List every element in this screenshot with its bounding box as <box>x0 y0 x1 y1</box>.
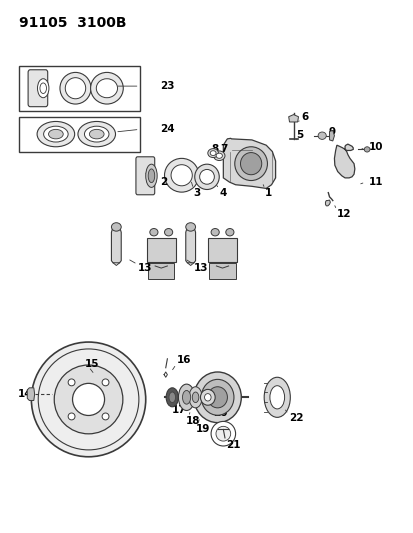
Text: 24: 24 <box>160 124 174 134</box>
Ellipse shape <box>164 229 172 236</box>
Ellipse shape <box>43 126 68 142</box>
FancyBboxPatch shape <box>28 70 47 107</box>
Ellipse shape <box>207 149 218 158</box>
Text: 9: 9 <box>328 127 335 137</box>
Text: 23: 23 <box>160 81 174 91</box>
Ellipse shape <box>189 387 202 408</box>
Text: 16: 16 <box>176 356 190 366</box>
FancyBboxPatch shape <box>135 157 154 195</box>
Ellipse shape <box>169 392 175 402</box>
Text: 1: 1 <box>264 188 272 198</box>
Text: 4: 4 <box>219 188 226 198</box>
Ellipse shape <box>263 377 290 417</box>
Ellipse shape <box>216 153 222 158</box>
Ellipse shape <box>40 83 46 93</box>
Text: 10: 10 <box>368 142 382 152</box>
Ellipse shape <box>90 72 123 104</box>
Bar <box>207 238 237 262</box>
Text: 20: 20 <box>213 408 227 418</box>
Ellipse shape <box>240 152 261 175</box>
Text: 91105  3100B: 91105 3100B <box>19 16 126 30</box>
Text: 15: 15 <box>84 359 99 369</box>
Ellipse shape <box>200 390 215 405</box>
Ellipse shape <box>210 151 216 156</box>
Text: 17: 17 <box>172 405 186 415</box>
Text: 7: 7 <box>220 144 227 155</box>
Text: 3: 3 <box>193 188 200 198</box>
Polygon shape <box>334 144 354 178</box>
Ellipse shape <box>68 413 75 420</box>
Text: 14: 14 <box>18 389 33 399</box>
Ellipse shape <box>269 386 284 409</box>
Bar <box>19 117 139 151</box>
Ellipse shape <box>211 229 219 236</box>
Ellipse shape <box>363 147 369 152</box>
Bar <box>19 66 139 111</box>
Text: 6: 6 <box>300 112 307 122</box>
Ellipse shape <box>89 130 104 139</box>
Bar <box>146 238 176 262</box>
Ellipse shape <box>225 229 233 236</box>
Text: 13: 13 <box>193 263 208 273</box>
Ellipse shape <box>201 379 233 415</box>
Ellipse shape <box>145 164 157 188</box>
Ellipse shape <box>204 393 211 401</box>
Text: 22: 22 <box>288 414 302 423</box>
Ellipse shape <box>68 379 75 386</box>
Text: 21: 21 <box>226 440 240 450</box>
Ellipse shape <box>194 164 219 190</box>
Ellipse shape <box>38 79 49 98</box>
Ellipse shape <box>234 147 267 181</box>
Text: 5: 5 <box>295 130 303 140</box>
Text: 18: 18 <box>185 416 200 425</box>
Text: 12: 12 <box>336 209 351 219</box>
Ellipse shape <box>193 372 241 423</box>
Ellipse shape <box>199 169 214 184</box>
Polygon shape <box>27 388 35 400</box>
Ellipse shape <box>207 387 227 408</box>
Ellipse shape <box>192 392 198 402</box>
Bar <box>148 263 174 279</box>
Ellipse shape <box>96 79 117 98</box>
Ellipse shape <box>216 426 230 441</box>
Ellipse shape <box>60 72 91 104</box>
Ellipse shape <box>178 384 194 410</box>
Text: 11: 11 <box>368 177 382 187</box>
Bar <box>209 263 235 279</box>
Ellipse shape <box>171 165 192 186</box>
Ellipse shape <box>182 391 190 404</box>
Text: 2: 2 <box>160 177 167 187</box>
Ellipse shape <box>111 223 121 231</box>
Text: 13: 13 <box>137 263 152 273</box>
Polygon shape <box>111 227 121 263</box>
Ellipse shape <box>102 413 109 420</box>
Ellipse shape <box>84 126 109 142</box>
Ellipse shape <box>48 130 63 139</box>
Ellipse shape <box>54 365 123 434</box>
Ellipse shape <box>164 158 198 192</box>
Ellipse shape <box>31 342 145 457</box>
Ellipse shape <box>78 122 115 147</box>
Ellipse shape <box>65 78 85 99</box>
Text: 19: 19 <box>195 424 209 434</box>
Ellipse shape <box>317 132 325 140</box>
Text: 8: 8 <box>211 144 218 155</box>
Ellipse shape <box>102 379 109 386</box>
Ellipse shape <box>166 388 178 407</box>
Ellipse shape <box>211 422 235 446</box>
Polygon shape <box>329 131 334 141</box>
Ellipse shape <box>148 169 154 183</box>
Ellipse shape <box>185 223 195 231</box>
Polygon shape <box>288 115 298 122</box>
Polygon shape <box>325 200 330 206</box>
Ellipse shape <box>213 151 224 160</box>
Ellipse shape <box>150 229 158 236</box>
Polygon shape <box>223 139 275 189</box>
Ellipse shape <box>37 122 74 147</box>
Ellipse shape <box>72 383 104 416</box>
Polygon shape <box>185 227 195 263</box>
